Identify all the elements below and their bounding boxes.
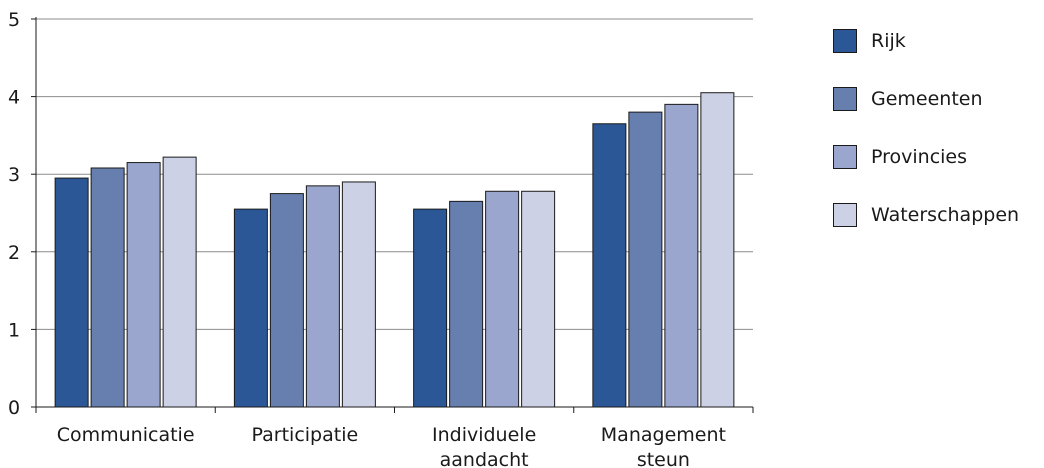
bar bbox=[233, 208, 268, 408]
category-label-line: Management bbox=[601, 424, 726, 446]
category-label-line: aandacht bbox=[440, 449, 529, 468]
y-tick-label: 3 bbox=[8, 164, 20, 186]
legend-item: Provincies bbox=[833, 128, 1019, 186]
legend-label: Rijk bbox=[871, 30, 906, 52]
y-tick-label: 0 bbox=[8, 397, 20, 419]
category-label: Individuele aandacht bbox=[432, 424, 536, 468]
bar bbox=[485, 190, 520, 408]
y-tick-labels: 0 1 2 3 4 5 bbox=[8, 9, 20, 419]
axes bbox=[31, 17, 754, 413]
bar bbox=[413, 208, 448, 408]
legend-item: Rijk bbox=[833, 12, 1019, 70]
y-tick-label: 4 bbox=[8, 87, 20, 109]
category-label-line: Communicatie bbox=[57, 424, 195, 446]
y-tick-label: 1 bbox=[8, 319, 20, 341]
bar bbox=[269, 193, 304, 408]
y-tick-label: 2 bbox=[8, 242, 20, 264]
category-labels: Communicatie Participatie Individuele aanda… bbox=[57, 424, 726, 468]
bar bbox=[54, 177, 89, 408]
y-tick-label: 5 bbox=[8, 9, 20, 31]
bar bbox=[126, 162, 161, 408]
category-label: Participatie bbox=[252, 424, 359, 446]
legend: Rijk Gemeenten Provincies Waterschappen bbox=[833, 12, 1019, 244]
bar bbox=[664, 103, 699, 408]
category-label: Management steun bbox=[601, 424, 726, 468]
bar bbox=[521, 190, 556, 408]
category-label-line: steun bbox=[637, 449, 690, 468]
legend-item: Waterschappen bbox=[833, 186, 1019, 244]
legend-label: Waterschappen bbox=[871, 204, 1020, 226]
category-label: Communicatie bbox=[57, 424, 195, 446]
bar bbox=[162, 156, 197, 408]
bar bbox=[341, 181, 376, 408]
legend-swatch bbox=[833, 145, 857, 169]
bar bbox=[628, 111, 663, 408]
legend-label: Gemeenten bbox=[871, 88, 983, 110]
bar bbox=[592, 123, 627, 408]
bars bbox=[54, 92, 735, 408]
legend-swatch bbox=[833, 87, 857, 111]
legend-swatch bbox=[833, 203, 857, 227]
category-label-line: Participatie bbox=[252, 424, 359, 446]
bar bbox=[305, 185, 340, 408]
category-label-line: Individuele bbox=[432, 424, 536, 446]
bar bbox=[90, 167, 125, 408]
bar bbox=[700, 92, 735, 408]
legend-label: Provincies bbox=[871, 146, 968, 168]
legend-swatch bbox=[833, 29, 857, 53]
bar bbox=[449, 200, 484, 408]
legend-item: Gemeenten bbox=[833, 70, 1019, 128]
